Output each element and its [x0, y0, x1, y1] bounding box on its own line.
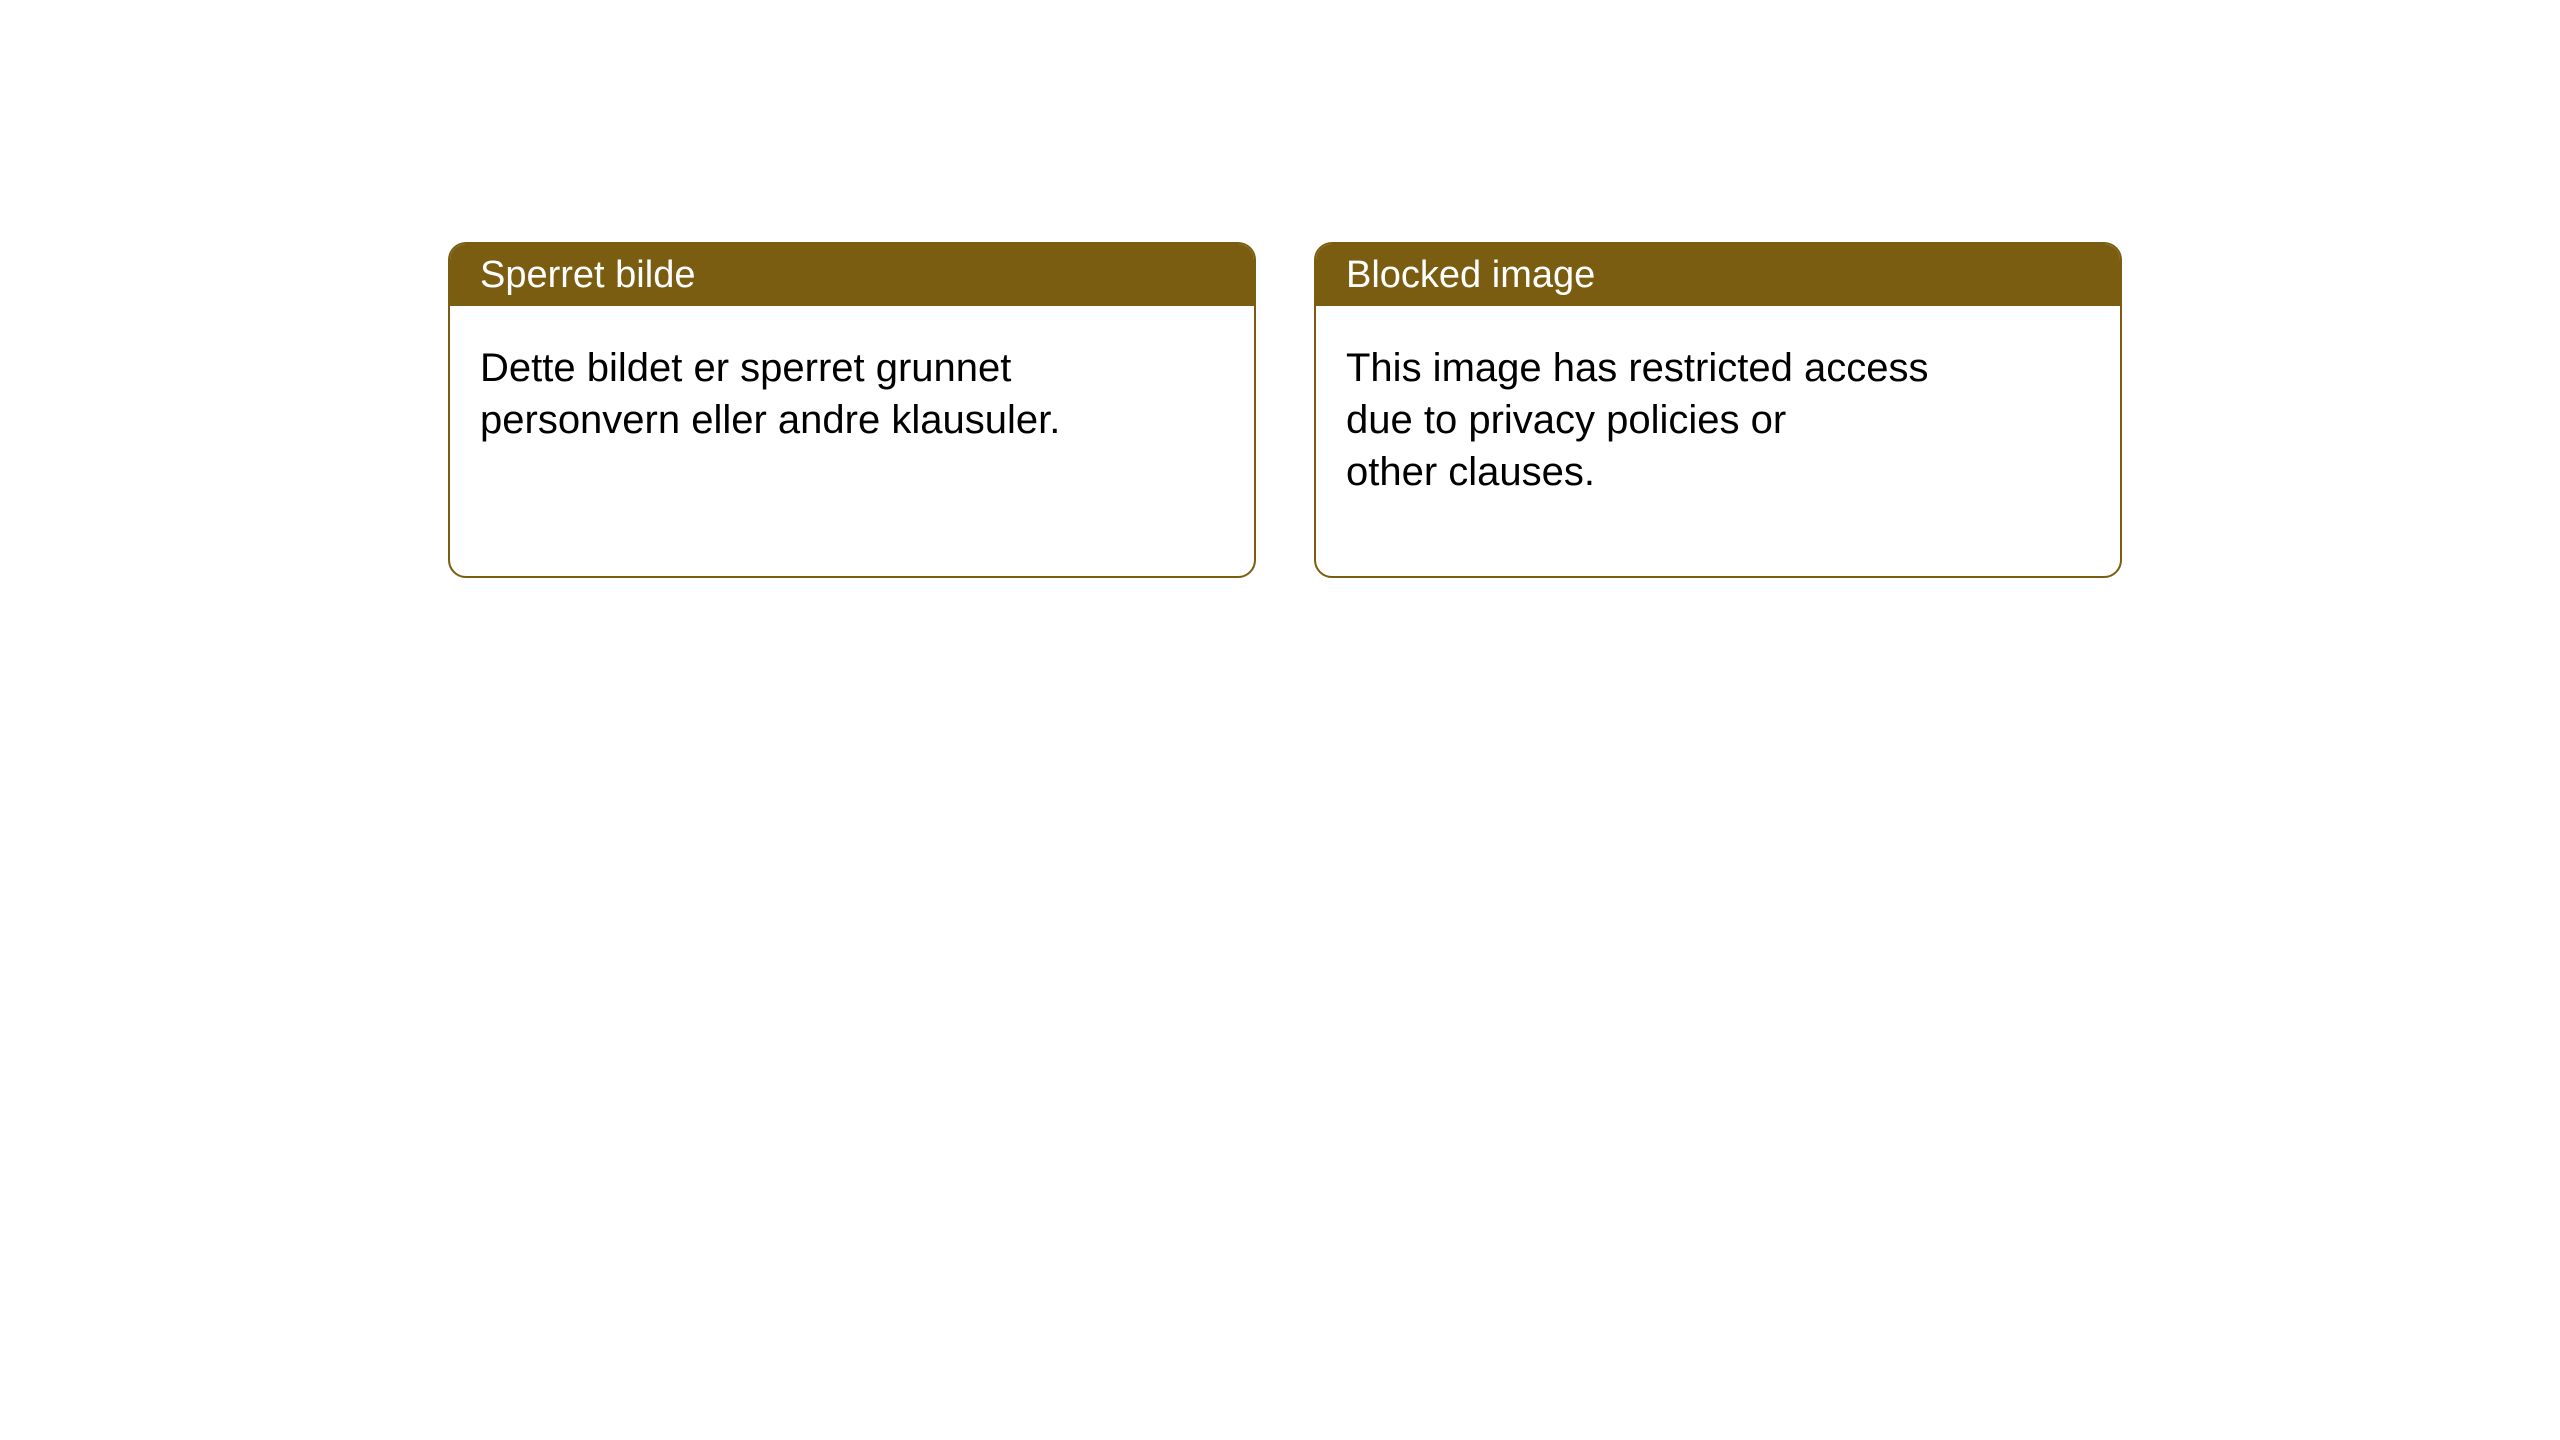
notice-body-no: Dette bildet er sperret grunnet personve… — [450, 306, 1254, 482]
notice-title-en: Blocked image — [1316, 244, 2120, 306]
notice-body-en: This image has restricted access due to … — [1316, 306, 2120, 534]
notice-title-no: Sperret bilde — [450, 244, 1254, 306]
notice-container: Sperret bilde Dette bildet er sperret gr… — [0, 0, 2560, 578]
notice-card-no: Sperret bilde Dette bildet er sperret gr… — [448, 242, 1256, 578]
notice-card-en: Blocked image This image has restricted … — [1314, 242, 2122, 578]
